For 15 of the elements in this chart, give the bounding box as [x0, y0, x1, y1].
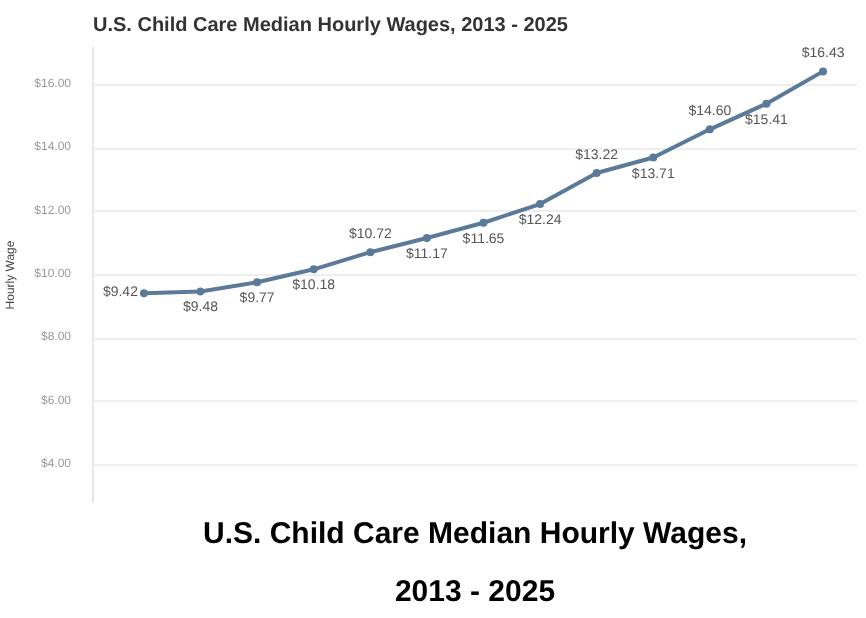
point [592, 169, 601, 178]
point [705, 125, 714, 134]
point [366, 248, 375, 257]
point [422, 233, 431, 242]
point [819, 67, 828, 76]
point [139, 289, 148, 298]
chart-title: U.S. Child Care Median Hourly Wages, 2013 - 2025 [93, 15, 569, 37]
text: U.S. Child Care Median Hourly Wages, 2013 - 2025 [203, 517, 748, 609]
point [196, 287, 205, 296]
point [536, 200, 545, 209]
point [253, 278, 262, 287]
point [479, 218, 488, 227]
point [762, 99, 771, 108]
point [649, 153, 658, 162]
point [309, 265, 318, 274]
